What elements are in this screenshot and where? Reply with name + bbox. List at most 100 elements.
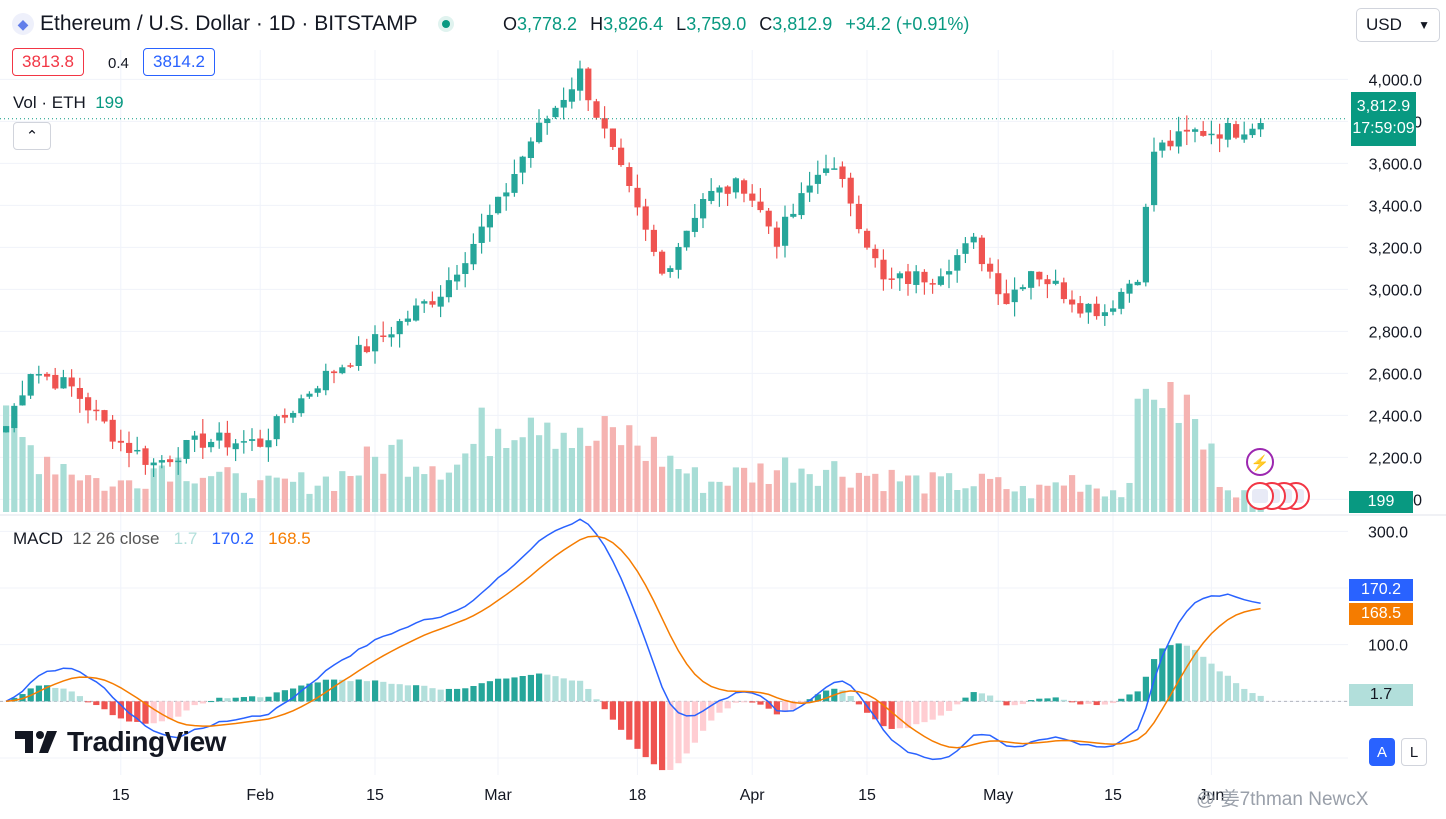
macd-histogram-bar [1093, 701, 1100, 706]
macd-histogram-bar [995, 700, 1002, 702]
macd-histogram-bar [76, 696, 83, 702]
buy-price-button[interactable]: 3814.2 [143, 48, 215, 76]
macd-histogram-bar [68, 691, 75, 702]
volume-bar [1159, 408, 1166, 512]
volume-bar [1134, 398, 1141, 512]
macd-histogram-bar [905, 701, 912, 729]
macd-histogram-bar [1233, 683, 1240, 702]
candle-body [626, 167, 633, 186]
tradingview-logo[interactable]: TradingView [15, 726, 226, 758]
macd-histogram-bar [478, 683, 485, 702]
time-axis-label: 18 [629, 787, 647, 804]
macd-histogram-bar [429, 688, 436, 702]
price-axis-label: 2,800.0 [1369, 324, 1422, 341]
macd-histogram-bar [716, 701, 723, 713]
volume-bar [626, 425, 633, 512]
macd-histogram-bar [667, 701, 674, 770]
macd-histogram-bar [454, 688, 461, 702]
candle-body [503, 192, 510, 197]
macd-histogram-bar [150, 701, 157, 724]
symbol-title[interactable]: Ethereum / U.S. Dollar · 1D · BITSTAMP [40, 12, 418, 35]
volume-bar [716, 481, 723, 512]
macd-histogram-bar [1241, 688, 1248, 702]
macd-histogram-bar [1101, 701, 1108, 705]
macd-histogram-bar [683, 701, 690, 754]
candle-body [1118, 291, 1125, 309]
candle-body [347, 365, 354, 367]
macd-histogram-bar [872, 701, 879, 720]
volume-bar [1069, 475, 1076, 512]
candle-body [1249, 128, 1256, 136]
candle-body [175, 460, 182, 463]
currency-select[interactable]: USD ▼ [1356, 8, 1440, 42]
macd-histogram-bar [814, 694, 821, 702]
volume-bar [1175, 422, 1182, 512]
macd-histogram-bar [790, 701, 797, 710]
log-scale-button[interactable]: L [1401, 738, 1427, 766]
macd-axis-label: 100.0 [1368, 638, 1408, 655]
candle-body [1241, 134, 1248, 140]
candle-body [470, 243, 477, 265]
auto-scale-button[interactable]: A [1369, 738, 1395, 766]
volume-bar [798, 468, 805, 512]
candle-body [823, 168, 830, 173]
candle-body [929, 283, 936, 285]
macd-histogram-bar [126, 701, 133, 722]
macd-histogram-bar [1142, 676, 1149, 702]
macd-histogram-bar [175, 701, 182, 717]
high-value: 3,826.4 [603, 14, 664, 34]
candle-body [421, 301, 428, 304]
candle-body [109, 419, 116, 442]
volume-bar [224, 467, 231, 512]
volume-bar [1233, 497, 1240, 512]
macd-histogram-bar [249, 696, 256, 702]
volume-bar [290, 481, 297, 512]
macd-histogram-bar [331, 679, 338, 702]
volume-bar [93, 478, 100, 512]
signal-line [5, 535, 1261, 749]
candle-body [445, 280, 452, 298]
collapse-legend-button[interactable]: ⌃ [13, 122, 51, 150]
price-axis-label: 3,600.0 [1369, 156, 1422, 173]
macd-histogram-bar [1208, 663, 1215, 702]
candle-body [888, 278, 895, 280]
volume-bar [700, 492, 707, 512]
macd-histogram-bar [913, 701, 920, 725]
candle-body [782, 216, 789, 246]
candle-body [741, 180, 748, 194]
volume-value: 199 [95, 93, 124, 112]
candle-body [404, 318, 411, 322]
sell-price-button[interactable]: 3813.8 [12, 48, 84, 76]
macd-histogram-bar [35, 685, 42, 702]
volume-bar [1019, 485, 1026, 512]
macd-hist-value: 1.7 [173, 529, 198, 548]
volume-bar [101, 490, 108, 512]
volume-bar [281, 478, 288, 512]
volume-bar [249, 498, 256, 512]
volume-bar [560, 432, 567, 512]
volume-bar [855, 472, 862, 512]
macd-histogram-bar [946, 701, 953, 711]
candle-body [1110, 308, 1117, 312]
candle-body [1036, 271, 1043, 280]
volume-label: Vol · ETH [13, 93, 86, 112]
macd-histogram-bar [577, 680, 584, 702]
time-axis-label: Feb [246, 787, 274, 804]
candle-body [905, 271, 912, 285]
macd-histogram-bar [593, 699, 600, 702]
macd-histogram-bar [93, 701, 100, 706]
macd-histogram-bar [1044, 698, 1051, 702]
candle-body [1126, 283, 1133, 294]
macd-histogram-bar [691, 701, 698, 743]
candle-body [142, 448, 149, 465]
volume-bar [732, 467, 739, 512]
volume-bar [552, 448, 559, 512]
macd-histogram-bar [880, 701, 887, 727]
macd-histogram-bar [921, 701, 928, 723]
macd-histogram-bar [1159, 648, 1166, 702]
price-axis-label: 2,400.0 [1369, 408, 1422, 425]
volume-bar [265, 475, 272, 512]
volume-bar [1036, 484, 1043, 512]
macd-histogram-bar [1069, 701, 1076, 703]
